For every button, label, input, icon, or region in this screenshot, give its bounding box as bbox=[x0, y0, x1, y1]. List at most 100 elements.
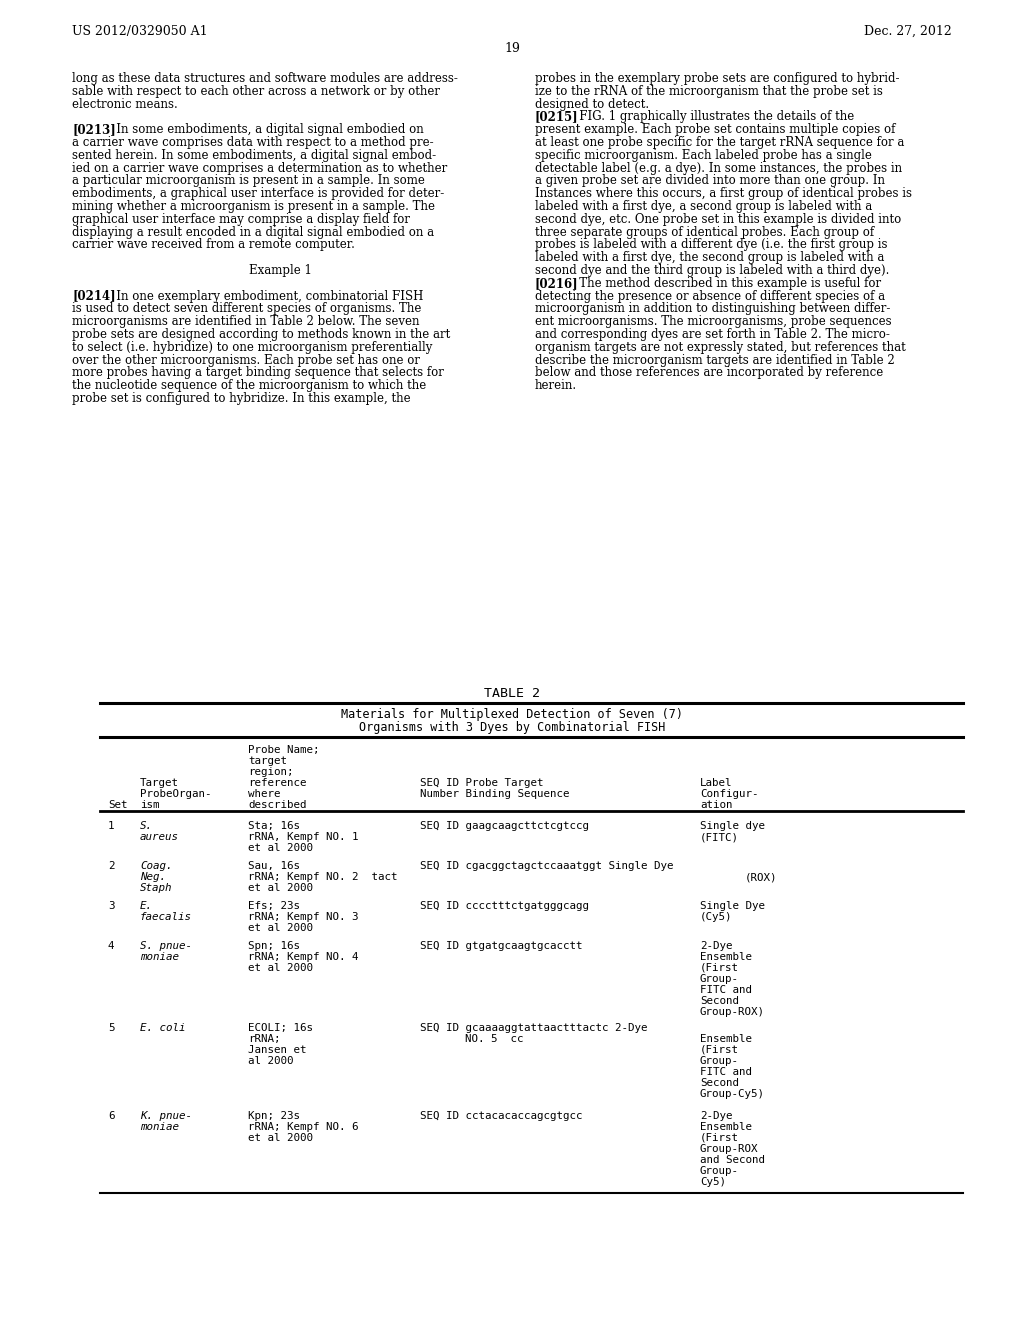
Text: specific microorganism. Each labeled probe has a single: specific microorganism. Each labeled pro… bbox=[535, 149, 871, 162]
Text: Second: Second bbox=[700, 997, 739, 1006]
Text: (First: (First bbox=[700, 1133, 739, 1143]
Text: E.: E. bbox=[140, 902, 153, 911]
Text: 6: 6 bbox=[108, 1111, 115, 1121]
Text: SEQ ID gtgatgcaagtgcacctt: SEQ ID gtgatgcaagtgcacctt bbox=[420, 941, 583, 950]
Text: Group-ROX: Group-ROX bbox=[700, 1144, 759, 1154]
Text: rRNA; Kempf NO. 4: rRNA; Kempf NO. 4 bbox=[248, 952, 358, 962]
Text: Group-Cy5): Group-Cy5) bbox=[700, 1089, 765, 1100]
Text: [0215]: [0215] bbox=[535, 111, 579, 123]
Text: long as these data structures and software modules are address-: long as these data structures and softwa… bbox=[72, 73, 458, 84]
Text: Sau, 16s: Sau, 16s bbox=[248, 861, 300, 871]
Text: Group-: Group- bbox=[700, 974, 739, 983]
Text: Ensemble: Ensemble bbox=[700, 1034, 752, 1044]
Text: region;: region; bbox=[248, 767, 294, 777]
Text: probe sets are designed according to methods known in the art: probe sets are designed according to met… bbox=[72, 327, 451, 341]
Text: at least one probe specific for the target rRNA sequence for a: at least one probe specific for the targ… bbox=[535, 136, 904, 149]
Text: a given probe set are divided into more than one group. In: a given probe set are divided into more … bbox=[535, 174, 885, 187]
Text: Organisms with 3 Dyes by Combinatorial FISH: Organisms with 3 Dyes by Combinatorial F… bbox=[358, 721, 666, 734]
Text: rRNA; Kempf NO. 3: rRNA; Kempf NO. 3 bbox=[248, 912, 358, 921]
Text: (Cy5): (Cy5) bbox=[700, 912, 732, 921]
Text: moniae: moniae bbox=[140, 1122, 179, 1133]
Text: et al 2000: et al 2000 bbox=[248, 1133, 313, 1143]
Text: embodiments, a graphical user interface is provided for deter-: embodiments, a graphical user interface … bbox=[72, 187, 444, 201]
Text: second dye, etc. One probe set in this example is divided into: second dye, etc. One probe set in this e… bbox=[535, 213, 901, 226]
Text: Staph: Staph bbox=[140, 883, 172, 894]
Text: FITC and: FITC and bbox=[700, 985, 752, 995]
Text: ProbeOrgan-: ProbeOrgan- bbox=[140, 789, 212, 799]
Text: herein.: herein. bbox=[535, 379, 578, 392]
Text: present example. Each probe set contains multiple copies of: present example. Each probe set contains… bbox=[535, 123, 895, 136]
Text: moniae: moniae bbox=[140, 952, 179, 962]
Text: (FITC): (FITC) bbox=[700, 832, 739, 842]
Text: mining whether a microorganism is present in a sample. The: mining whether a microorganism is presen… bbox=[72, 201, 435, 213]
Text: ism: ism bbox=[140, 800, 160, 810]
Text: microorganism in addition to distinguishing between differ-: microorganism in addition to distinguish… bbox=[535, 302, 891, 315]
Text: Ensemble: Ensemble bbox=[700, 952, 752, 962]
Text: 19: 19 bbox=[504, 42, 520, 55]
Text: 5: 5 bbox=[108, 1023, 115, 1034]
Text: Set: Set bbox=[108, 800, 128, 810]
Text: FITC and: FITC and bbox=[700, 1067, 752, 1077]
Text: is used to detect seven different species of organisms. The: is used to detect seven different specie… bbox=[72, 302, 421, 315]
Text: Kpn; 23s: Kpn; 23s bbox=[248, 1111, 300, 1121]
Text: three separate groups of identical probes. Each group of: three separate groups of identical probe… bbox=[535, 226, 874, 239]
Text: SEQ ID cgacggctagctccaaatggt Single Dye: SEQ ID cgacggctagctccaaatggt Single Dye bbox=[420, 861, 674, 871]
Text: labeled with a first dye, the second group is labeled with a: labeled with a first dye, the second gro… bbox=[535, 251, 885, 264]
Text: SEQ ID gaagcaagcttctcgtccg: SEQ ID gaagcaagcttctcgtccg bbox=[420, 821, 589, 832]
Text: more probes having a target binding sequence that selects for: more probes having a target binding sequ… bbox=[72, 367, 443, 379]
Text: a carrier wave comprises data with respect to a method pre-: a carrier wave comprises data with respe… bbox=[72, 136, 433, 149]
Text: below and those references are incorporated by reference: below and those references are incorpora… bbox=[535, 367, 884, 379]
Text: probes is labeled with a different dye (i.e. the first group is: probes is labeled with a different dye (… bbox=[535, 239, 888, 251]
Text: Neg.: Neg. bbox=[140, 873, 166, 882]
Text: target: target bbox=[248, 756, 287, 766]
Text: In some embodiments, a digital signal embodied on: In some embodiments, a digital signal em… bbox=[105, 123, 424, 136]
Text: et al 2000: et al 2000 bbox=[248, 843, 313, 853]
Text: electronic means.: electronic means. bbox=[72, 98, 178, 111]
Text: TABLE 2: TABLE 2 bbox=[484, 686, 540, 700]
Text: Example 1: Example 1 bbox=[249, 264, 312, 277]
Text: 2-Dye: 2-Dye bbox=[700, 1111, 732, 1121]
Text: second dye and the third group is labeled with a third dye).: second dye and the third group is labele… bbox=[535, 264, 890, 277]
Text: displaying a result encoded in a digital signal embodied on a: displaying a result encoded in a digital… bbox=[72, 226, 434, 239]
Text: Spn; 16s: Spn; 16s bbox=[248, 941, 300, 950]
Text: probe set is configured to hybridize. In this example, the: probe set is configured to hybridize. In… bbox=[72, 392, 411, 405]
Text: SEQ ID Probe Target: SEQ ID Probe Target bbox=[420, 777, 544, 788]
Text: Instances where this occurs, a first group of identical probes is: Instances where this occurs, a first gro… bbox=[535, 187, 912, 201]
Text: Jansen et: Jansen et bbox=[248, 1045, 306, 1055]
Text: Ensemble: Ensemble bbox=[700, 1122, 752, 1133]
Text: (First: (First bbox=[700, 1045, 739, 1055]
Text: Cy5): Cy5) bbox=[700, 1177, 726, 1187]
Text: designed to detect.: designed to detect. bbox=[535, 98, 649, 111]
Text: a particular microorganism is present in a sample. In some: a particular microorganism is present in… bbox=[72, 174, 425, 187]
Text: faecalis: faecalis bbox=[140, 912, 193, 921]
Text: Number Binding Sequence: Number Binding Sequence bbox=[420, 789, 569, 799]
Text: and corresponding dyes are set forth in Table 2. The micro-: and corresponding dyes are set forth in … bbox=[535, 327, 890, 341]
Text: [0213]: [0213] bbox=[72, 123, 116, 136]
Text: Label: Label bbox=[700, 777, 732, 788]
Text: ation: ation bbox=[700, 800, 732, 810]
Text: S. pnue-: S. pnue- bbox=[140, 941, 193, 950]
Text: rRNA;: rRNA; bbox=[248, 1034, 281, 1044]
Text: et al 2000: et al 2000 bbox=[248, 964, 313, 973]
Text: The method described in this example is useful for: The method described in this example is … bbox=[568, 277, 882, 290]
Text: SEQ ID cccctttctgatgggcagg: SEQ ID cccctttctgatgggcagg bbox=[420, 902, 589, 911]
Text: Group-ROX): Group-ROX) bbox=[700, 1007, 765, 1016]
Text: 1: 1 bbox=[108, 821, 115, 832]
Text: E. coli: E. coli bbox=[140, 1023, 185, 1034]
Text: probes in the exemplary probe sets are configured to hybrid-: probes in the exemplary probe sets are c… bbox=[535, 73, 899, 84]
Text: Coag.: Coag. bbox=[140, 861, 172, 871]
Text: sable with respect to each other across a network or by other: sable with respect to each other across … bbox=[72, 84, 440, 98]
Text: over the other microorganisms. Each probe set has one or: over the other microorganisms. Each prob… bbox=[72, 354, 420, 367]
Text: Target: Target bbox=[140, 777, 179, 788]
Text: Materials for Multiplexed Detection of Seven (7): Materials for Multiplexed Detection of S… bbox=[341, 708, 683, 721]
Text: 4: 4 bbox=[108, 941, 115, 950]
Text: graphical user interface may comprise a display field for: graphical user interface may comprise a … bbox=[72, 213, 410, 226]
Text: detectable label (e.g. a dye). In some instances, the probes in: detectable label (e.g. a dye). In some i… bbox=[535, 161, 902, 174]
Text: [0216]: [0216] bbox=[535, 277, 579, 290]
Text: 3: 3 bbox=[108, 902, 115, 911]
Text: the nucleotide sequence of the microorganism to which the: the nucleotide sequence of the microorga… bbox=[72, 379, 426, 392]
Text: US 2012/0329050 A1: US 2012/0329050 A1 bbox=[72, 25, 208, 38]
Text: reference: reference bbox=[248, 777, 306, 788]
Text: Probe Name;: Probe Name; bbox=[248, 744, 319, 755]
Text: et al 2000: et al 2000 bbox=[248, 923, 313, 933]
